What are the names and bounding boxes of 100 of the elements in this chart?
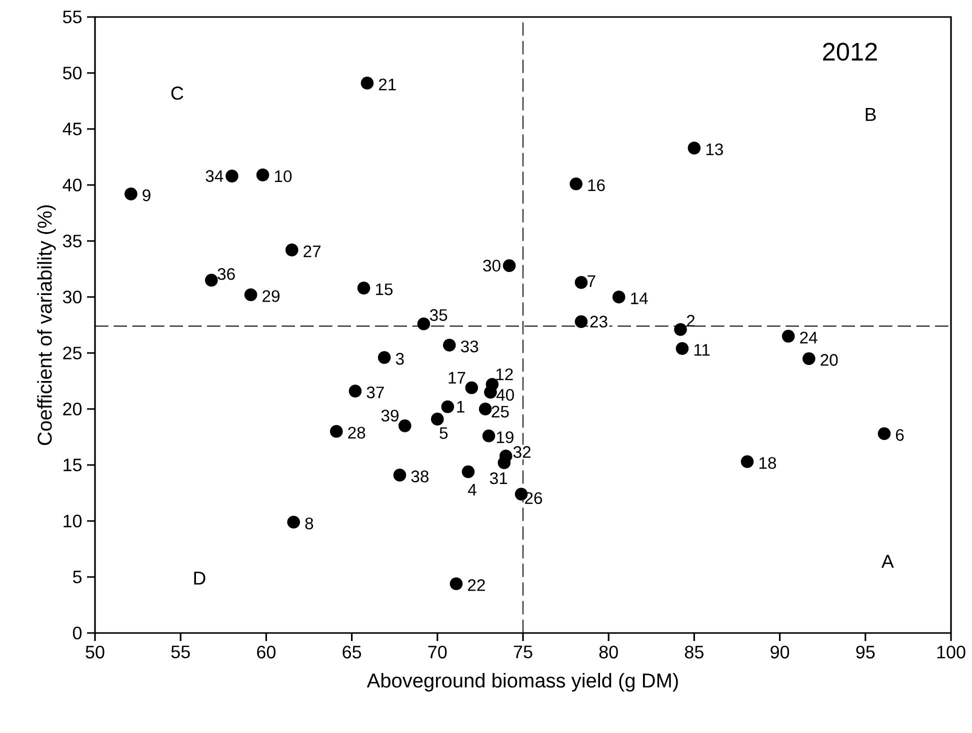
y-tick-label: 45	[62, 122, 82, 136]
annotation: 33	[460, 340, 478, 352]
annotation: A	[881, 554, 894, 568]
point	[465, 381, 478, 394]
point	[417, 317, 430, 330]
point	[462, 465, 475, 478]
x-tick-label: 85	[684, 646, 704, 658]
point	[688, 142, 701, 154]
point	[674, 323, 687, 336]
y-tick-label: 25	[63, 346, 82, 360]
point	[244, 288, 258, 302]
point	[330, 425, 343, 438]
point	[398, 419, 412, 432]
point	[442, 338, 456, 352]
x-tick-label: 50	[86, 646, 104, 658]
annotation: 13	[706, 143, 723, 156]
y-tick-label: 55	[62, 10, 82, 24]
point	[570, 177, 582, 190]
annotation: 23	[590, 316, 608, 328]
point	[802, 352, 816, 366]
point	[484, 386, 497, 399]
annotation: 8	[305, 518, 314, 530]
y-tick-label: 10	[64, 514, 82, 528]
x-tick-label: 70	[428, 646, 447, 658]
point	[256, 168, 270, 182]
annotation: 31	[490, 472, 508, 484]
point	[612, 290, 626, 304]
annotation: 21	[378, 78, 396, 90]
y-tick-label: 35	[62, 234, 82, 248]
annotation: 14	[631, 292, 648, 304]
point	[287, 516, 300, 529]
annotation: D	[194, 572, 206, 585]
y-tick-label: 20	[63, 402, 82, 416]
y-tick-label: 5	[72, 570, 82, 584]
annotation: 25	[492, 406, 509, 418]
point	[285, 244, 298, 256]
annotation: 4	[468, 484, 476, 496]
y-tick-label: 0	[72, 626, 82, 640]
x-tick-label: 100	[937, 646, 966, 658]
annotation: 1	[457, 401, 464, 412]
annotation: 29	[262, 290, 280, 302]
point	[499, 450, 512, 462]
x-axis-title: Aboveground biomass yield (g DM)	[366, 672, 678, 692]
annotation: 24	[800, 332, 818, 344]
point	[226, 170, 238, 182]
annotation: 36	[218, 268, 235, 280]
point	[878, 427, 891, 440]
annotation: 10	[274, 170, 292, 182]
point	[441, 400, 454, 414]
point	[782, 330, 795, 343]
annotation: 22	[468, 579, 485, 591]
x-tick-label: 90	[770, 646, 790, 658]
annotation: 27	[304, 245, 321, 258]
annotation: 16	[588, 179, 605, 192]
y-axis-title: Coefficient of variability (%)	[37, 205, 56, 445]
point	[205, 274, 218, 287]
x-tick-label: 65	[342, 646, 362, 658]
annotation: 39	[381, 410, 398, 422]
annotation: 37	[366, 386, 384, 398]
annotation: 12	[496, 368, 513, 380]
x-tick-label: 80	[599, 646, 618, 658]
annotation: 26	[525, 492, 542, 504]
point	[740, 455, 754, 468]
annotation: 2	[686, 314, 695, 327]
annotation: B	[866, 108, 876, 121]
annotation: 11	[694, 344, 710, 356]
annotation: C	[171, 86, 184, 100]
point	[574, 315, 588, 328]
annotation: 15	[376, 284, 393, 296]
annotation: 18	[759, 457, 776, 469]
point	[502, 259, 516, 272]
x-tick-label: 60	[257, 646, 276, 658]
point	[360, 76, 374, 90]
annotation: 32	[513, 446, 531, 458]
annotation: 34	[206, 170, 224, 182]
point	[482, 429, 496, 442]
annotation: 30	[483, 260, 500, 272]
annotation: 9	[142, 189, 150, 202]
x-tick-label: 95	[856, 646, 875, 658]
annotation: 6	[896, 429, 904, 441]
point	[124, 188, 138, 200]
point	[348, 384, 362, 398]
x-tick-label: 55	[171, 646, 190, 658]
annotation: 17	[448, 372, 466, 384]
point	[431, 412, 444, 426]
point	[450, 577, 463, 590]
point	[676, 342, 689, 355]
annotation: 20	[820, 354, 838, 366]
x-tick-label: 75	[514, 646, 532, 658]
y-tick-label: 15	[64, 458, 82, 472]
annotation: 40	[496, 388, 514, 401]
point	[393, 468, 406, 482]
point	[357, 282, 370, 294]
annotation: 5	[440, 427, 448, 439]
point	[574, 276, 588, 289]
annotation: 28	[348, 426, 366, 439]
annotation: 7	[588, 275, 596, 287]
annotation: 3	[396, 352, 404, 365]
y-tick-label: 40	[62, 178, 82, 192]
y-tick-label: 50	[62, 66, 82, 80]
